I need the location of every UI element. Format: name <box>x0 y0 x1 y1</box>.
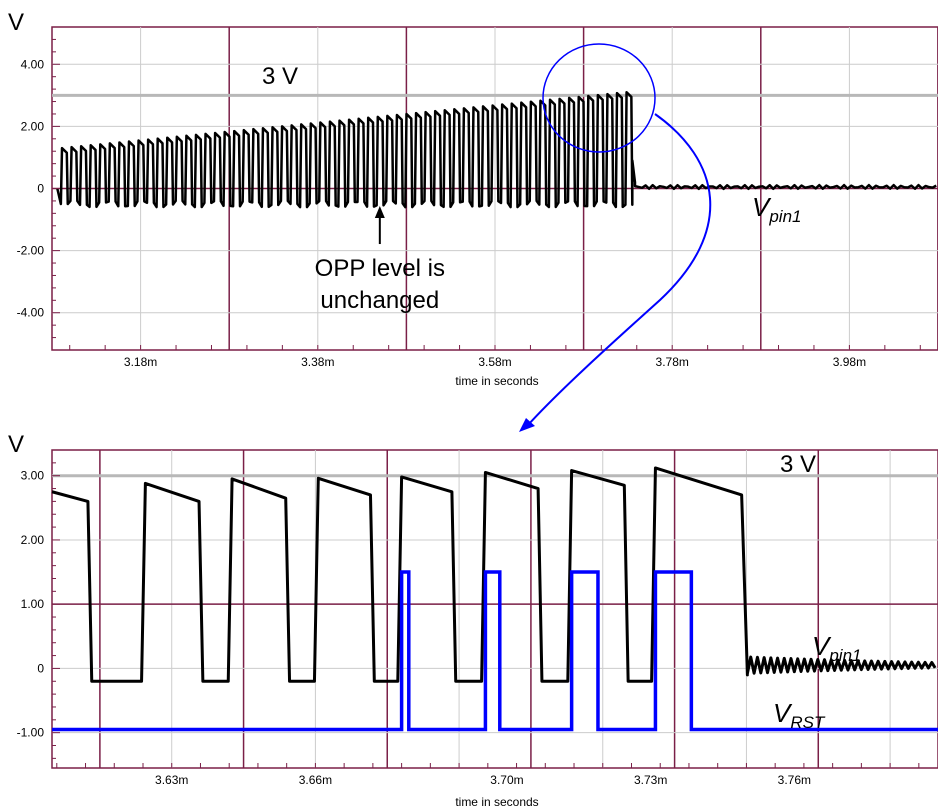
top-series-label-sub: pin1 <box>768 207 801 226</box>
series-vpin1-line <box>56 90 937 209</box>
zoom-callout <box>519 43 712 432</box>
y-tick-label: -2.00 <box>17 244 45 258</box>
bottom-ticks: 3.00 2.00 1.00 0 -1.00 3.63m 3.66m 3.70m 3.73m 3.… <box>17 462 920 787</box>
x-tick-label: 3.78m <box>656 355 689 369</box>
zoom-circle <box>542 43 656 153</box>
y-tick-label: -1.00 <box>17 726 45 740</box>
svg-text:Vpin1: Vpin1 <box>812 631 861 665</box>
top-x-axis-title: time in seconds <box>455 374 538 388</box>
bottom-series-label-vpin1: Vpin1 <box>812 631 861 665</box>
x-tick-label: 3.18m <box>124 355 157 369</box>
y-tick-label: 4.00 <box>21 57 45 71</box>
x-tick-label: 3.58m <box>478 355 511 369</box>
top-chart: 4.00 2.00 0 -2.00 -4.00 3.18m 3.38m 3.58m 3.78m 3… <box>8 9 938 388</box>
top-ticks: 4.00 2.00 0 -2.00 -4.00 3.18m 3.38m 3.58m 3.78m 3… <box>17 26 921 369</box>
bottom-series-label-main: V <box>812 631 832 661</box>
y-tick-label: 2.00 <box>21 119 45 133</box>
bottom-unit-label: V <box>8 431 24 458</box>
x-tick-label: 3.98m <box>833 355 866 369</box>
zoom-arrow-head <box>519 418 535 432</box>
y-tick-label: 0 <box>37 661 44 675</box>
x-tick-label: 3.70m <box>490 773 523 787</box>
svg-text:VRST: VRST <box>773 698 826 732</box>
y-tick-label: 2.00 <box>21 533 45 547</box>
bottom-series-group <box>51 466 938 732</box>
series-vrst-line <box>52 570 938 732</box>
y-tick-label: -4.00 <box>17 306 45 320</box>
x-tick-label: 3.66m <box>299 773 332 787</box>
bottom-reference-label: 3 V <box>780 451 816 478</box>
zoom-arrow <box>527 113 712 426</box>
annotation-text-line-1: OPP level is <box>315 255 445 282</box>
top-series-group <box>56 90 937 209</box>
x-tick-label: 3.63m <box>155 773 188 787</box>
svg-text:Vpin1: Vpin1 <box>752 192 801 226</box>
bottom-series-label-sub: RST <box>790 713 826 732</box>
x-tick-label: 3.76m <box>778 773 811 787</box>
bottom-chart: 3.00 2.00 1.00 0 -1.00 3.63m 3.66m 3.70m 3.73m 3.… <box>8 431 938 809</box>
series-vpin1-line <box>51 466 937 683</box>
annotation-arrow-head <box>374 206 385 219</box>
bottom-series-label-main: V <box>773 698 793 728</box>
top-unit-label: V <box>8 9 24 36</box>
bottom-series-label-sub: pin1 <box>828 646 861 665</box>
x-tick-label: 3.38m <box>301 355 334 369</box>
bottom-series-label-vrst: VRST <box>773 698 826 732</box>
top-annotation: OPP level is unchanged <box>315 206 445 314</box>
x-tick-label: 3.73m <box>634 773 667 787</box>
bottom-x-axis-title: time in seconds <box>455 795 538 809</box>
top-series-label-vpin1: Vpin1 <box>752 192 801 226</box>
top-series-label-main: V <box>752 192 772 222</box>
y-tick-label: 1.00 <box>21 597 45 611</box>
y-tick-label: 0 <box>37 182 44 196</box>
annotation-text-line-2: unchanged <box>320 287 439 314</box>
y-tick-label: 3.00 <box>21 469 45 483</box>
top-reference-label: 3 V <box>262 63 298 90</box>
